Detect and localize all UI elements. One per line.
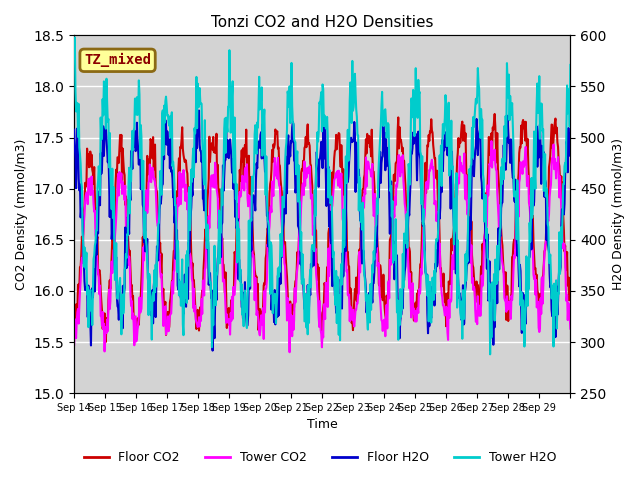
Y-axis label: H2O Density (mmol/m3): H2O Density (mmol/m3) — [612, 138, 625, 290]
Title: Tonzi CO2 and H2O Densities: Tonzi CO2 and H2O Densities — [211, 15, 433, 30]
Y-axis label: CO2 Density (mmol/m3): CO2 Density (mmol/m3) — [15, 139, 28, 290]
Text: TZ_mixed: TZ_mixed — [84, 53, 151, 67]
Legend: Floor CO2, Tower CO2, Floor H2O, Tower H2O: Floor CO2, Tower CO2, Floor H2O, Tower H… — [79, 446, 561, 469]
X-axis label: Time: Time — [307, 419, 338, 432]
